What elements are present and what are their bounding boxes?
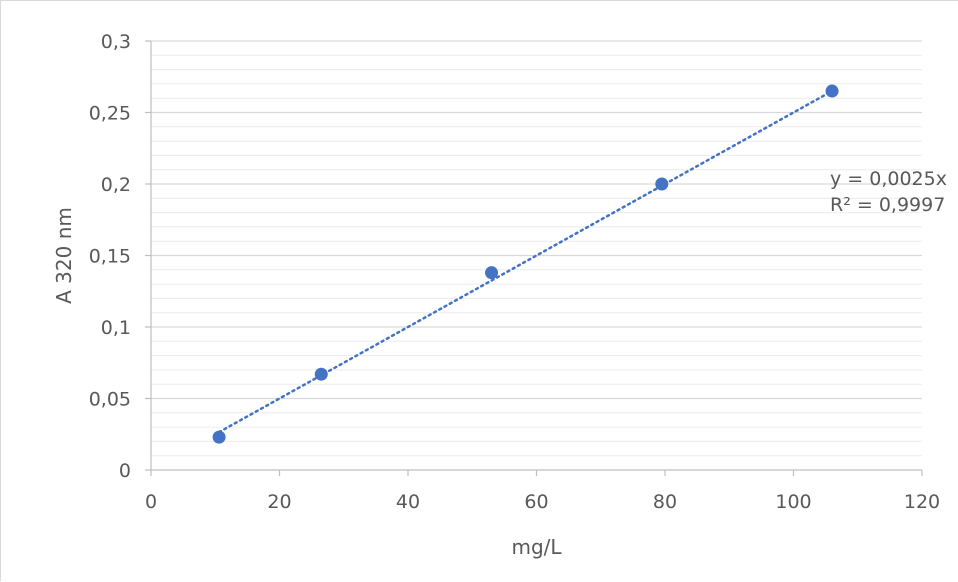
x-axis-ticks: 0 20 40 60 80 100 120 <box>145 470 940 513</box>
y-tick-label: 0,2 <box>101 174 131 196</box>
y-tick-label: 0,15 <box>89 246 131 268</box>
data-point <box>314 367 328 381</box>
x-tick-label: 0 <box>145 491 157 513</box>
trendline-equation: y = 0,0025x <box>830 168 947 190</box>
x-axis-title: mg/L <box>511 535 562 559</box>
trendline-group <box>217 89 834 434</box>
x-tick-label: 120 <box>904 491 940 513</box>
x-tick-label: 80 <box>653 491 677 513</box>
data-point <box>485 266 499 280</box>
data-point <box>655 177 669 191</box>
y-axis-ticks: 0 0,05 0,1 0,15 0,2 0,25 0,3 <box>89 31 151 482</box>
y-tick-label: 0,25 <box>89 103 131 125</box>
data-points <box>212 84 839 444</box>
y-axis-title: A 320 nm <box>52 207 76 304</box>
trendline-r-squared: R² = 0,9997 <box>830 194 945 216</box>
y-tick-label: 0 <box>119 460 131 482</box>
y-tick-label: 0,1 <box>101 317 131 339</box>
major-gridlines <box>151 40 922 400</box>
x-tick-label: 40 <box>396 491 420 513</box>
x-tick-label: 20 <box>267 491 291 513</box>
x-tick-label: 100 <box>775 491 811 513</box>
data-point <box>825 84 839 98</box>
x-tick-label: 60 <box>524 491 548 513</box>
y-tick-label: 0,3 <box>101 31 131 53</box>
minor-gridlines <box>151 54 922 457</box>
y-tick-label: 0,05 <box>89 389 131 411</box>
data-point <box>212 430 226 444</box>
trendline <box>217 89 834 434</box>
